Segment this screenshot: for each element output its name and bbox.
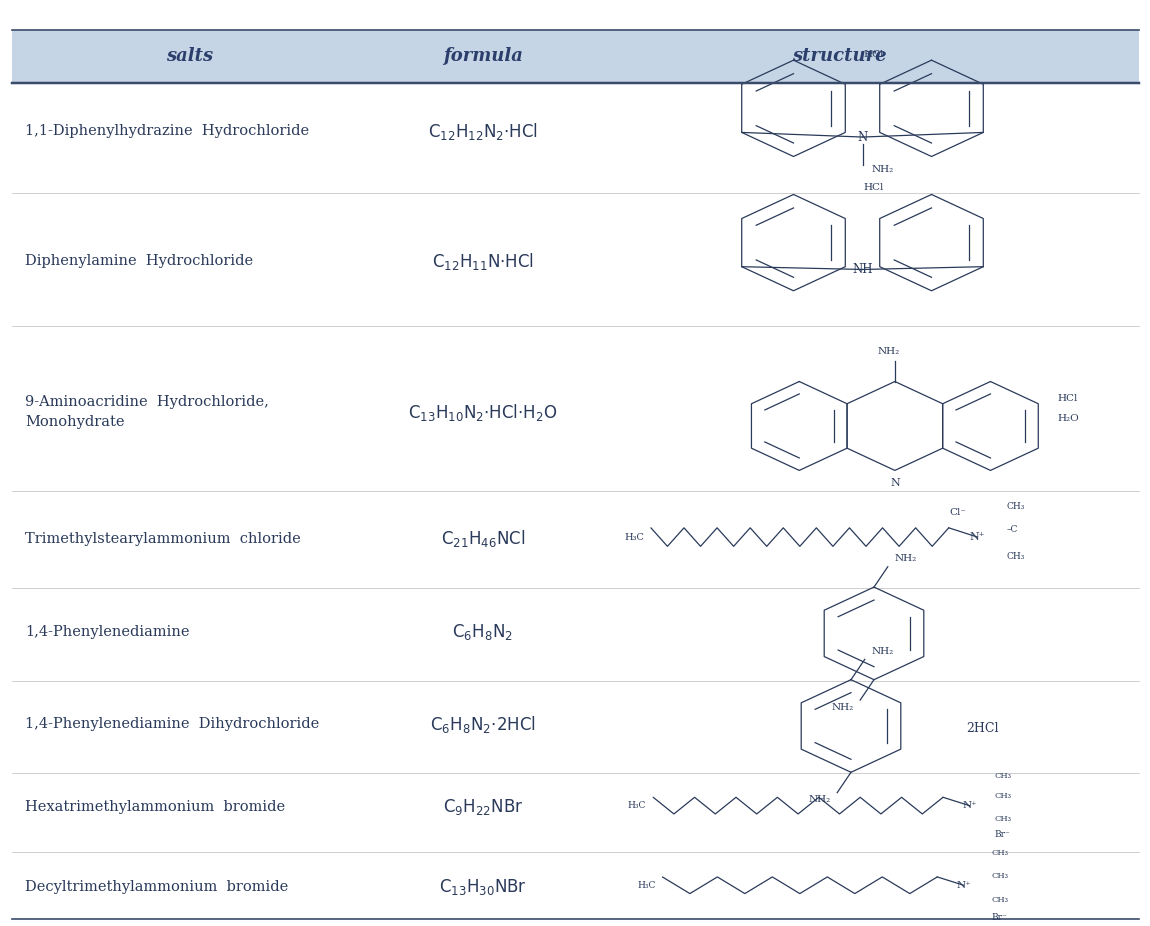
Text: CH₃: CH₃ xyxy=(995,771,1012,780)
Text: CH₃: CH₃ xyxy=(1006,552,1025,561)
Text: N⁺: N⁺ xyxy=(963,801,976,810)
Text: 1,4-Phenylenediamine  Dihydrochloride: 1,4-Phenylenediamine Dihydrochloride xyxy=(25,717,320,732)
Text: NH₂: NH₂ xyxy=(808,795,830,805)
Text: formula: formula xyxy=(443,47,523,66)
Text: HCl: HCl xyxy=(864,50,884,59)
Text: $\mathrm{C_9H_{22}NBr}$: $\mathrm{C_9H_{22}NBr}$ xyxy=(443,797,523,818)
Text: structure: structure xyxy=(792,47,887,66)
Text: CH₃: CH₃ xyxy=(1006,502,1025,511)
Text: $\mathrm{C_{21}H_{46}NCl}$: $\mathrm{C_{21}H_{46}NCl}$ xyxy=(440,529,526,549)
Text: 1,4-Phenylenediamine: 1,4-Phenylenediamine xyxy=(25,624,190,639)
Text: $\mathrm{C_{12}H_{11}N{\cdot}HCl}$: $\mathrm{C_{12}H_{11}N{\cdot}HCl}$ xyxy=(432,251,534,271)
Text: $\mathrm{C_{12}H_{12}N_2{\cdot}HCl}$: $\mathrm{C_{12}H_{12}N_2{\cdot}HCl}$ xyxy=(428,121,538,142)
Text: CH₃: CH₃ xyxy=(991,896,1009,905)
Text: CH₃: CH₃ xyxy=(991,849,1009,857)
Text: N⁺: N⁺ xyxy=(957,881,971,890)
Text: Trimethylstearylammonium  chloride: Trimethylstearylammonium chloride xyxy=(25,532,301,546)
Text: H₃C: H₃C xyxy=(628,801,646,810)
Text: 9-Aminoacridine  Hydrochloride,
Monohydrate: 9-Aminoacridine Hydrochloride, Monohydra… xyxy=(25,395,269,429)
Text: NH₂: NH₂ xyxy=(877,346,900,356)
Text: Br⁻: Br⁻ xyxy=(991,913,1007,922)
Text: $\mathrm{C_{13}H_{30}NBr}$: $\mathrm{C_{13}H_{30}NBr}$ xyxy=(439,877,527,897)
Text: $\mathrm{C_{13}H_{10}N_2{\cdot}HCl{\cdot}H_2O}$: $\mathrm{C_{13}H_{10}N_2{\cdot}HCl{\cdot… xyxy=(408,402,558,422)
Text: CH₃: CH₃ xyxy=(995,815,1012,823)
Text: NH₂: NH₂ xyxy=(872,165,894,174)
Text: N: N xyxy=(858,131,867,144)
Text: 1,1-Diphenylhydrazine  Hydrochloride: 1,1-Diphenylhydrazine Hydrochloride xyxy=(25,124,309,139)
Text: –C: –C xyxy=(1006,525,1018,534)
Text: N: N xyxy=(890,478,899,488)
Text: HCl: HCl xyxy=(1057,394,1078,403)
Text: Hexatrimethylammonium  bromide: Hexatrimethylammonium bromide xyxy=(25,800,285,815)
Text: CH₃: CH₃ xyxy=(991,872,1009,880)
Text: Br⁻: Br⁻ xyxy=(995,830,1011,839)
Text: $\mathrm{C_6H_8N_2}$: $\mathrm{C_6H_8N_2}$ xyxy=(452,621,514,642)
Text: 2HCl: 2HCl xyxy=(966,722,998,735)
Text: Diphenylamine  Hydrochloride: Diphenylamine Hydrochloride xyxy=(25,254,253,269)
Text: N⁺: N⁺ xyxy=(969,532,986,542)
Text: Decyltrimethylammonium  bromide: Decyltrimethylammonium bromide xyxy=(25,880,289,895)
Text: NH₂: NH₂ xyxy=(872,646,894,656)
Text: salts: salts xyxy=(167,47,213,66)
Text: NH₂: NH₂ xyxy=(831,703,853,712)
Text: H₂O: H₂O xyxy=(1057,414,1079,423)
Text: H₃C: H₃C xyxy=(624,532,644,542)
Text: NH₂: NH₂ xyxy=(895,554,917,563)
Text: NH: NH xyxy=(852,263,873,276)
FancyBboxPatch shape xyxy=(12,30,1138,83)
Text: Cl⁻: Cl⁻ xyxy=(949,507,966,517)
Text: $\mathrm{C_6H_8N_2{\cdot}2HCl}$: $\mathrm{C_6H_8N_2{\cdot}2HCl}$ xyxy=(430,714,536,734)
Text: HCl: HCl xyxy=(864,182,884,192)
Text: H₃C: H₃C xyxy=(637,881,655,890)
Text: CH₃: CH₃ xyxy=(995,793,1012,800)
